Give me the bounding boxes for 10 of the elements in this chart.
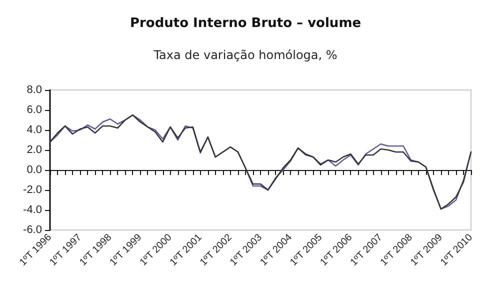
y-tick-label: 4.0 — [26, 124, 42, 136]
y-tick-label: 2.0 — [26, 144, 42, 156]
chart-title: Produto Interno Bruto – volume — [130, 16, 362, 31]
y-tick-label: 6.0 — [26, 104, 42, 116]
y-tick-label: -2.0 — [23, 184, 42, 196]
y-tick-label: 8.0 — [26, 84, 42, 96]
y-tick-label: -4.0 — [23, 204, 42, 216]
chart-subtitle: Taxa de variação homóloga, % — [152, 48, 338, 62]
y-tick-label: 0.0 — [26, 164, 42, 176]
y-tick-label: -6.0 — [23, 224, 42, 236]
